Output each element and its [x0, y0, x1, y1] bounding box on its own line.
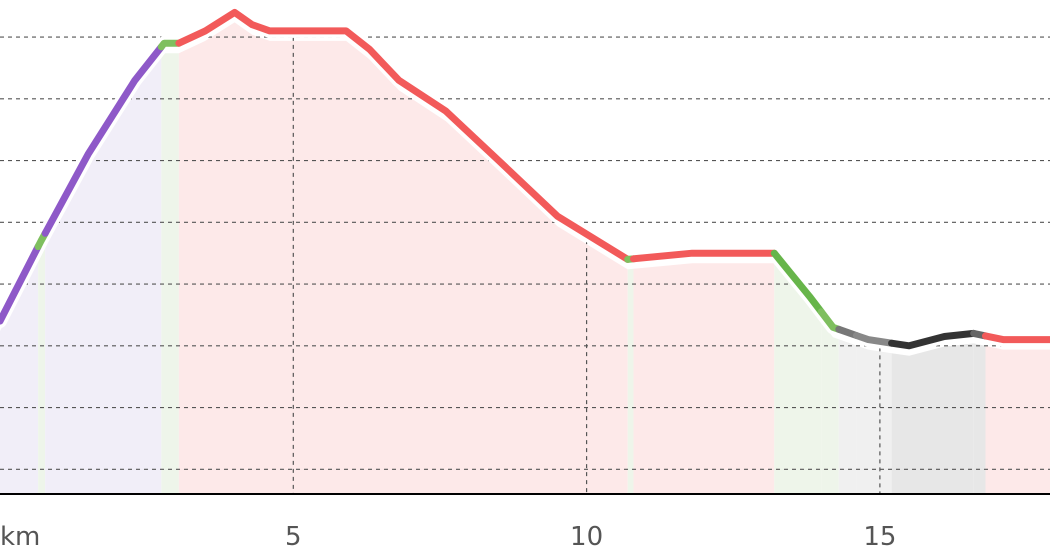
fill-segment-8	[821, 321, 839, 494]
fill-segment-2	[45, 56, 162, 495]
fill-segment-9	[838, 339, 857, 494]
fill-segment-10	[856, 345, 892, 494]
elevation-line-segments	[0, 8, 1050, 350]
vertical-gridlines	[292, 36, 881, 494]
elevation-line-segment-3	[157, 39, 183, 51]
fill-segment-11	[891, 343, 974, 494]
fill-segment-7	[774, 263, 822, 494]
elevation-line-segment-7	[770, 249, 825, 316]
elevation-line-segment-4	[175, 8, 632, 263]
x-tick-label-10: 10	[570, 522, 603, 552]
fill-segment-13	[985, 345, 1050, 494]
elevation-fill-areas	[0, 22, 1050, 495]
elevation-line-segment-6	[630, 249, 778, 263]
elevation-line-segment-0	[0, 243, 42, 325]
fill-segment-3	[161, 53, 179, 494]
elevation-line-segment-13	[982, 332, 1050, 344]
fill-segment-5	[627, 268, 634, 494]
elevation-line-segment-11	[888, 329, 978, 350]
fill-segment-12	[973, 343, 986, 494]
elevation-line-segment-10	[852, 332, 896, 347]
fill-segment-1	[38, 243, 46, 494]
fill-segment-6	[633, 263, 775, 494]
elevation-line-segment-2	[41, 43, 165, 237]
x-tick-labels: 5 10 15	[285, 522, 896, 552]
fill-segment-4	[178, 22, 628, 495]
x-tick-label-15: 15	[863, 522, 896, 552]
x-tick-label-5: 5	[285, 522, 302, 552]
x-unit-label: km	[0, 522, 40, 552]
